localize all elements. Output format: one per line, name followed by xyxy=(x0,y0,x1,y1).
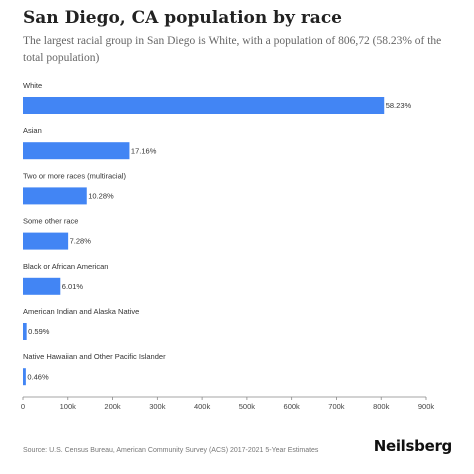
x-tick-label: 100k xyxy=(60,402,77,411)
value-label: 17.16% xyxy=(131,146,157,155)
category-label: Native Hawaiian and Other Pacific Island… xyxy=(23,352,166,361)
value-label: 58.23% xyxy=(386,101,412,110)
category-label: American Indian and Alaska Native xyxy=(23,307,139,316)
value-label: 7.28% xyxy=(70,237,92,246)
bar-chart: White 58.23% Asian 17.16% Two or more races … xyxy=(21,81,435,411)
value-label: 10.28% xyxy=(88,192,114,201)
x-tick-label: 300k xyxy=(149,402,166,411)
x-tick-label: 200k xyxy=(104,402,121,411)
category-label: Some other race xyxy=(23,217,78,226)
x-tick-label: 400k xyxy=(194,402,211,411)
value-label: 0.59% xyxy=(28,327,50,336)
bar xyxy=(23,232,69,250)
bar xyxy=(23,368,26,386)
chart-subtitle: The largest racial group in San Diego is… xyxy=(23,35,442,64)
bar xyxy=(23,142,130,160)
category-label: White xyxy=(23,81,42,90)
bars-group: White 58.23% Asian 17.16% Two or more races … xyxy=(23,81,412,386)
category-label: Two or more races (multiracial) xyxy=(23,171,126,180)
x-tick-label: 800k xyxy=(373,402,390,411)
x-tick-label: 700k xyxy=(328,402,345,411)
bar xyxy=(23,187,87,205)
bar xyxy=(23,97,385,114)
neilsberg-logo: Neilsberg xyxy=(373,437,453,455)
value-label: 6.01% xyxy=(62,282,84,291)
chart-title: San Diego, CA population by race xyxy=(23,8,342,28)
x-tick-label: 900k xyxy=(418,402,435,411)
bar xyxy=(23,277,61,295)
x-tick-label: 0 xyxy=(21,402,25,411)
category-label: Black or African American xyxy=(23,262,108,271)
x-axis: 0 100k 200k 300k 400k 500k 600k 700k 800k 900k xyxy=(21,396,435,411)
bar xyxy=(23,323,27,340)
value-label: 0.46% xyxy=(27,372,49,381)
category-label: Asian xyxy=(23,126,42,135)
x-tick-label: 500k xyxy=(239,402,256,411)
source-note: Source: U.S. Census Bureau, American Com… xyxy=(23,447,319,454)
x-tick-label: 600k xyxy=(284,402,301,411)
